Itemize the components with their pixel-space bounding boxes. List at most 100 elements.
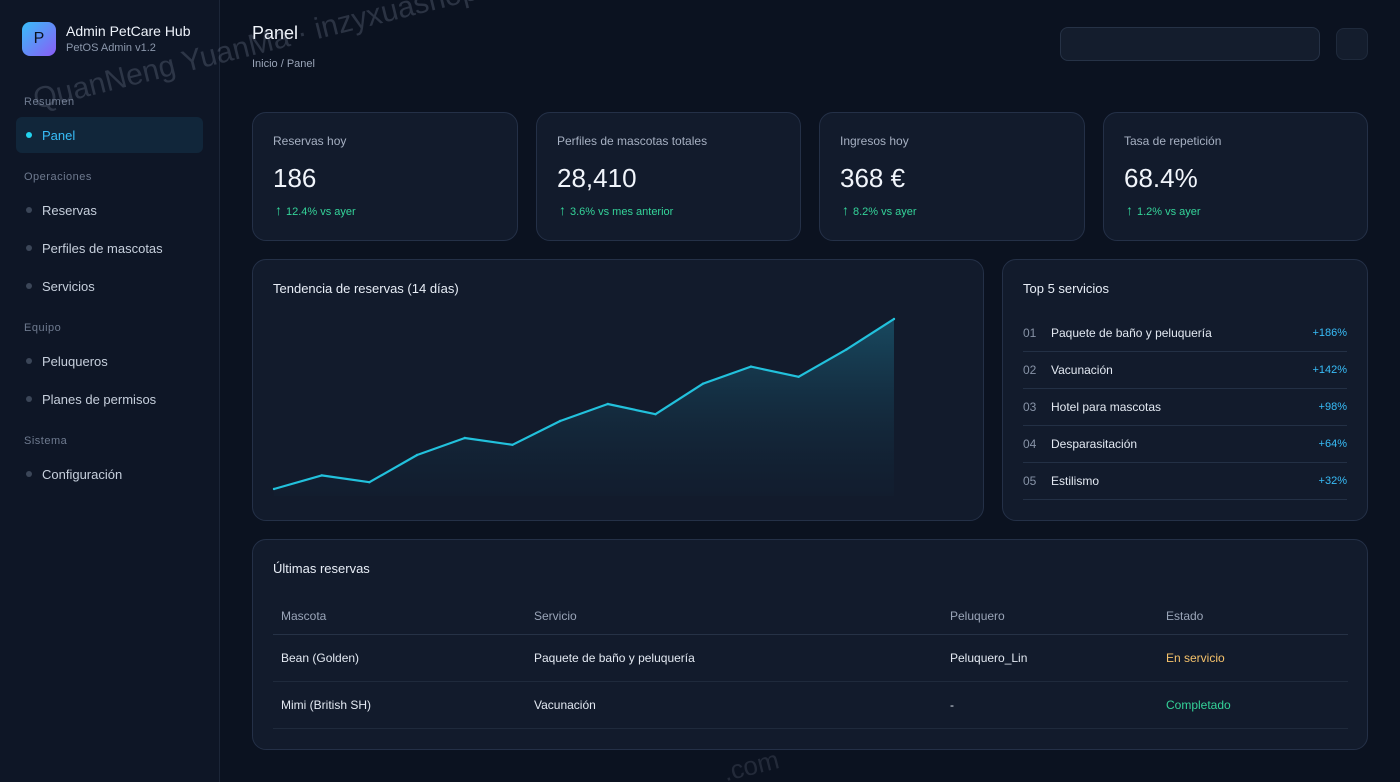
trend-point-6 [511, 443, 514, 446]
service-row[interactable]: 02 Vacunación +142% [1023, 352, 1347, 389]
trend-chart-card: Tendencia de reservas (14 días) [252, 259, 984, 521]
stat-change: ↑ 8.2% vs ayer [842, 202, 917, 218]
service-row[interactable]: 04 Desparasitación +64% [1023, 426, 1347, 463]
service-row[interactable]: 03 Hotel para mascotas +98% [1023, 389, 1347, 426]
table-row[interactable]: Mimi (British SH) Vacunación - Completad… [273, 682, 1348, 729]
cell-service: Vacunación [534, 698, 596, 712]
sidebar-item-label: Peluqueros [42, 353, 108, 369]
stat-change-text: 3.6% vs mes anterior [570, 206, 674, 218]
status-badge: Completado [1166, 698, 1231, 712]
trend-point-1 [272, 487, 276, 491]
service-rank: 02 [1023, 363, 1037, 377]
trend-point-2 [320, 474, 323, 477]
service-pct: +186% [1312, 327, 1347, 339]
stat-label: Tasa de repetición [1124, 134, 1222, 148]
stat-value: 186 [273, 163, 317, 193]
column-header[interactable]: Estado [1166, 609, 1204, 623]
sidebar-item-servicios[interactable]: Servicios [16, 268, 203, 304]
trend-chart-title: Tendencia de reservas (14 días) [273, 281, 459, 296]
dot-icon [26, 396, 32, 402]
brand-logo: P [22, 22, 56, 56]
cell-pet: Bean (Golden) [281, 651, 360, 665]
arrow-up-icon: ↑ [1126, 202, 1133, 218]
arrow-up-icon: ↑ [842, 202, 849, 218]
trend-area [274, 319, 894, 496]
service-pct: +98% [1318, 401, 1347, 413]
service-name: Desparasitación [1051, 437, 1138, 451]
column-header[interactable]: Peluquero [950, 609, 1005, 623]
service-pct: +32% [1318, 475, 1347, 487]
stat-value: 368 € [840, 163, 906, 193]
arrow-up-icon: ↑ [275, 202, 282, 218]
sidebar-item-label: Planes de permisos [42, 391, 157, 407]
dot-icon [26, 207, 32, 213]
service-row[interactable]: 05 Estilismo +32% [1023, 463, 1347, 500]
trend-point-4 [415, 453, 419, 457]
sidebar-item-perfiles[interactable]: Perfiles de mascotas [16, 230, 203, 266]
section-equipo: Equipo [24, 322, 62, 334]
table-row[interactable]: Bean (Golden) Paquete de baño y peluquer… [273, 635, 1348, 682]
sidebar-item-peluqueros[interactable]: Peluqueros [16, 343, 203, 379]
page-title: Panel [252, 23, 299, 43]
dot-icon [26, 283, 32, 289]
stat-change: ↑ 3.6% vs mes anterior [559, 202, 673, 218]
stat-card-ingresos: Ingresos hoy 368 € ↑ 8.2% vs ayer [819, 112, 1085, 241]
table-header: Mascota Servicio Peluquero Estado [273, 598, 1348, 635]
stat-label: Perfiles de mascotas totales [557, 134, 708, 148]
trend-point-13 [845, 348, 848, 351]
sidebar-item-label: Configuración [42, 466, 123, 482]
breadcrumb[interactable]: Inicio / Panel [252, 58, 315, 70]
trend-point-11 [749, 365, 753, 368]
trend-point-3 [368, 481, 371, 484]
stat-card-reservas-hoy: Reservas hoy 186 ↑ 12.4% vs ayer [252, 112, 518, 241]
sidebar-item-panel[interactable]: Panel [16, 117, 203, 153]
trend-point-8 [606, 402, 610, 406]
trend-point-7 [558, 419, 562, 423]
section-sistema: Sistema [24, 435, 68, 447]
stat-label: Reservas hoy [273, 134, 347, 148]
service-rank: 04 [1023, 437, 1037, 451]
latest-bookings-title: Últimas reservas [273, 561, 370, 576]
sidebar-item-permisos[interactable]: Planes de permisos [16, 381, 203, 417]
section-operaciones: Operaciones [24, 171, 92, 183]
stat-label: Ingresos hoy [840, 134, 909, 148]
top-services-card: Top 5 servicios 01 Paquete de baño y pel… [1002, 259, 1368, 521]
cell-groomer: - [950, 698, 954, 712]
cell-groomer: Peluquero_Lin [950, 651, 1028, 665]
stat-change-text: 12.4% vs ayer [286, 206, 356, 218]
sidebar-item-label: Perfiles de mascotas [42, 240, 163, 256]
service-pct: +64% [1318, 438, 1347, 450]
stat-value: 68.4% [1124, 163, 1198, 193]
page-header: Panel Inicio / Panel [252, 22, 315, 70]
stat-change-text: 8.2% vs ayer [853, 206, 917, 218]
header-action-button[interactable] [1336, 28, 1368, 60]
trend-line [273, 318, 895, 491]
column-header[interactable]: Servicio [534, 609, 577, 623]
trend-point-14 [892, 317, 896, 321]
arrow-up-icon: ↑ [559, 202, 566, 218]
sidebar-item-label: Servicios [42, 278, 95, 294]
service-name: Estilismo [1051, 474, 1100, 488]
active-dot-icon [26, 132, 32, 138]
sidebar-item-reservas[interactable]: Reservas [16, 192, 203, 228]
search-input[interactable] [1060, 27, 1320, 61]
section-resumen: Resumen [24, 96, 75, 108]
trend-point-10 [702, 382, 705, 385]
dot-icon [26, 245, 32, 251]
dot-icon [26, 471, 32, 477]
sidebar-item-configuracion[interactable]: Configuración [16, 456, 203, 492]
trend-point-9 [654, 413, 657, 416]
dot-icon [26, 358, 32, 364]
main-content: Panel Inicio / Panel Reservas hoy 186 ↑ 1… [220, 0, 1400, 782]
service-name: Vacunación [1051, 363, 1113, 377]
brand-subtitle: PetOS Admin v1.2 [66, 42, 156, 54]
service-row[interactable]: 01 Paquete de baño y peluquería +186% [1023, 315, 1347, 352]
sidebar: P Admin PetCare Hub PetOS Admin v1.2 Res… [0, 0, 220, 782]
stat-value: 28,410 [557, 163, 637, 193]
latest-bookings-card: Últimas reservas Mascota Servicio Peluqu… [252, 539, 1368, 750]
brand[interactable]: P Admin PetCare Hub PetOS Admin v1.2 [22, 22, 191, 56]
sidebar-item-label: Panel [42, 127, 76, 143]
service-name: Paquete de baño y peluquería [1051, 326, 1212, 340]
column-header[interactable]: Mascota [281, 609, 327, 623]
stat-card-perfiles: Perfiles de mascotas totales 28,410 ↑ 3.6… [536, 112, 801, 241]
